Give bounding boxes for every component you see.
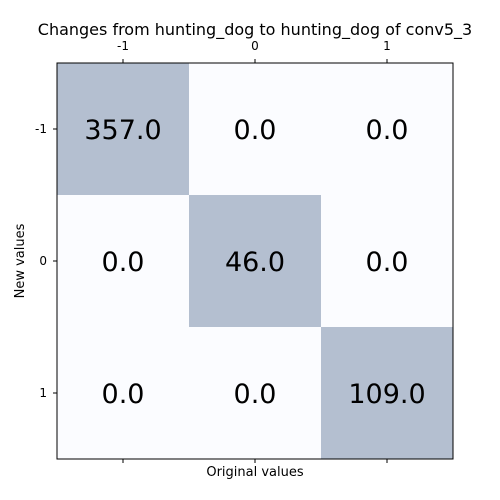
cell-value-label: 0.0 [234,379,277,410]
heatmap-cell [57,327,190,460]
y-tick-label: 1 [39,386,47,400]
heatmap-cell-labels: 357.0 0.0 0.0 0.0 46.0 0.0 0.0 0.0 109.0 [84,115,425,410]
cell-value-label: 109.0 [348,379,425,410]
cell-value-label: 357.0 [84,115,161,146]
y-axis-label: New values [13,223,28,298]
heatmap-cell [57,195,190,328]
cell-value-label: 0.0 [102,247,145,278]
x-axis-ticks: -1 0 1 [117,39,391,463]
x-tick-label: 0 [251,39,259,53]
cell-value-label: 0.0 [234,115,277,146]
x-tick-label: -1 [117,39,129,53]
heatmap-cell [57,63,190,196]
y-tick-label: -1 [35,122,47,136]
cell-value-label: 0.0 [366,115,409,146]
x-tick-label: 1 [383,39,391,53]
heatmap-cell [321,327,454,460]
x-axis-label: Original values [206,465,304,480]
heatmap-cell [189,63,322,196]
cell-value-label: 46.0 [225,247,285,278]
heatmap-cell [321,195,454,328]
heatmap-cell [189,195,322,328]
cell-value-label: 0.0 [366,247,409,278]
chart-title: Changes from hunting_dog to hunting_dog … [38,20,472,40]
heatmap-cell [321,63,454,196]
cell-value-label: 0.0 [102,379,145,410]
y-tick-label: 0 [39,254,47,268]
y-axis-ticks: -1 0 1 [35,122,57,400]
heatmap-cells [57,63,454,460]
heatmap-cell [189,327,322,460]
